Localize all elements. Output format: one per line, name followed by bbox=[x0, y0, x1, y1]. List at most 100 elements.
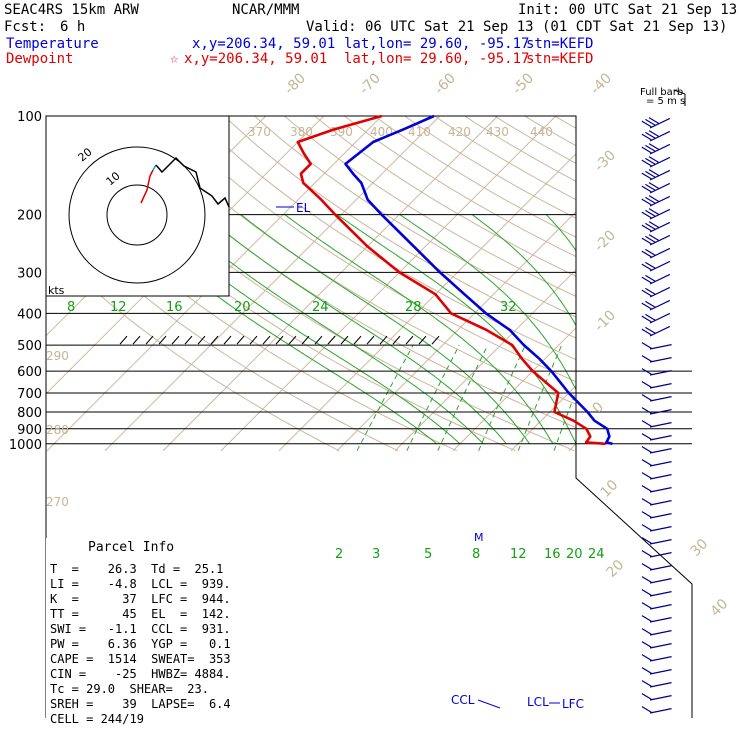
wind-barb-feather bbox=[645, 300, 656, 308]
wind-barb-feather bbox=[641, 342, 653, 350]
isotherm-label: -40 bbox=[588, 70, 615, 97]
parcel-row-9: Tc = 29.0 SHEAR= 23. bbox=[50, 682, 209, 696]
wind-barb-feather bbox=[641, 315, 653, 323]
parcel-row-4: TT = 45 EL = 142. bbox=[50, 607, 231, 621]
hodograph-trace-low bbox=[140, 169, 154, 204]
wind-barb-feather bbox=[641, 420, 653, 428]
mixing-ratio-label: 2 bbox=[335, 547, 343, 562]
wind-barb-feather bbox=[641, 654, 653, 662]
mixing-ratio-label: 16 bbox=[544, 547, 561, 562]
wind-barb-feather bbox=[641, 250, 653, 258]
level-hatch-mark bbox=[275, 335, 284, 345]
wind-barb-feather bbox=[641, 237, 653, 245]
wind-barb-staff bbox=[649, 130, 671, 142]
isotherm-line bbox=[278, 116, 615, 452]
wind-barb-staff bbox=[649, 169, 671, 181]
wind-barb-staff bbox=[649, 656, 672, 662]
isotherm-line bbox=[162, 116, 499, 452]
wind-barb-feather bbox=[641, 355, 653, 363]
theta-label: 430 bbox=[486, 125, 509, 139]
wind-barb-staff bbox=[649, 669, 672, 675]
temperature-profile-line bbox=[344, 114, 613, 446]
hodograph-ring-inner bbox=[106, 184, 168, 246]
lcl-label: LCL bbox=[527, 695, 549, 709]
wind-barb-staff bbox=[649, 156, 671, 168]
hodograph-frame bbox=[45, 115, 230, 297]
wind-barb-staff bbox=[649, 247, 671, 259]
wind-barb-feather bbox=[641, 485, 653, 493]
temperature-station: stn=KEFD bbox=[526, 36, 594, 52]
model-title: SEAC4RS 15km ARW bbox=[4, 2, 139, 18]
wind-barb-feather bbox=[641, 693, 653, 701]
wind-barb-feather bbox=[641, 302, 653, 310]
wind-barb-staff bbox=[649, 312, 671, 324]
wind-barb-staff bbox=[649, 260, 671, 272]
ccl-label: CCL bbox=[451, 693, 475, 707]
isotherm-line bbox=[394, 116, 731, 452]
wind-barb-feather bbox=[641, 602, 653, 610]
theta-label: 370 bbox=[248, 125, 271, 139]
el-label: EL bbox=[296, 201, 311, 215]
wind-barb-staff bbox=[649, 513, 672, 519]
pressure-tick-label: 500 bbox=[17, 339, 42, 354]
parcel-panel-bg bbox=[46, 538, 232, 734]
isotherm-label: -20 bbox=[592, 227, 619, 254]
mixing-ratio-line bbox=[356, 344, 414, 451]
isotherm-line bbox=[336, 116, 673, 452]
level-hatch-mark bbox=[158, 335, 167, 345]
isotherm-label: 30 bbox=[688, 536, 712, 560]
wind-barb-feather bbox=[648, 208, 660, 216]
parcel-row-5: SWI = -1.1 CCL = 931. bbox=[50, 622, 231, 636]
mixing-ratio-line bbox=[579, 344, 619, 451]
wind-barb-feather bbox=[641, 524, 653, 532]
parcel-row-6: PW = 6.36 YGP = 0.1 bbox=[50, 637, 231, 651]
level-hatch-mark bbox=[366, 335, 375, 345]
wind-barb-feather bbox=[645, 144, 656, 152]
dewpoint-profile-line bbox=[296, 114, 606, 446]
wind-barb-feather bbox=[641, 211, 653, 219]
wind-barb-feather bbox=[641, 289, 653, 297]
mixing-ratio-label: 5 bbox=[424, 547, 432, 562]
parcel-row-1: T = 26.3 Td = 25.1 bbox=[50, 562, 224, 576]
wind-barb-staff bbox=[649, 630, 672, 636]
wind-barb-feather bbox=[641, 498, 653, 506]
isotherm-label: -10 bbox=[592, 307, 619, 334]
level-hatch-mark bbox=[236, 335, 245, 345]
level-hatch-mark bbox=[340, 335, 349, 345]
pressure-tick-label: 100 bbox=[17, 110, 42, 125]
mixing-ratio-label: 24 bbox=[588, 547, 605, 562]
wind-barb-staff bbox=[649, 234, 671, 246]
mixing-ratio-line bbox=[406, 344, 460, 451]
theta-label: 290 bbox=[46, 349, 69, 363]
wind-barb-staff bbox=[649, 617, 672, 623]
pressure-tick-label: 900 bbox=[17, 423, 42, 438]
wind-barb-feather bbox=[648, 182, 660, 190]
level-hatch-mark bbox=[418, 335, 427, 345]
parcel-row-2: LI = -4.8 LCL = 939. bbox=[50, 577, 231, 591]
wind-barb-staff bbox=[649, 591, 672, 597]
wind-barb-staff bbox=[649, 448, 672, 454]
valid-time: Valid: 06 UTC Sat 21 Sep 13 (01 CDT Sat … bbox=[306, 19, 728, 35]
dry-adiabat-line bbox=[558, 116, 740, 452]
wind-barb-staff bbox=[649, 461, 672, 467]
wind-barb-feather bbox=[645, 196, 656, 204]
level-hatch-mark bbox=[379, 335, 388, 345]
wind-barb-staff bbox=[649, 539, 672, 545]
mixing-ratio-label: 16 bbox=[166, 300, 183, 315]
wind-barb-feather bbox=[641, 263, 653, 271]
dry-adiabat-line bbox=[208, 116, 740, 452]
wind-barb-feather bbox=[648, 234, 660, 242]
wind-barb-feather bbox=[641, 394, 653, 402]
theta-label: 400 bbox=[370, 125, 393, 139]
mixing-ratio-line bbox=[600, 344, 639, 451]
wind-barb-staff bbox=[649, 325, 671, 337]
level-hatch-mark bbox=[288, 335, 297, 345]
wind-barb-staff bbox=[649, 344, 672, 350]
theta-label: 440 bbox=[530, 125, 553, 139]
parcel-row-3: K = 37 LFC = 944. bbox=[50, 592, 231, 606]
wind-barb-staff bbox=[649, 487, 672, 493]
wind-barb-feather bbox=[641, 511, 653, 519]
temperature-xy: x,y=206.34, 59.01 bbox=[192, 36, 336, 52]
pressure-tick-label: 600 bbox=[17, 365, 42, 380]
wind-barb-staff bbox=[649, 578, 672, 584]
